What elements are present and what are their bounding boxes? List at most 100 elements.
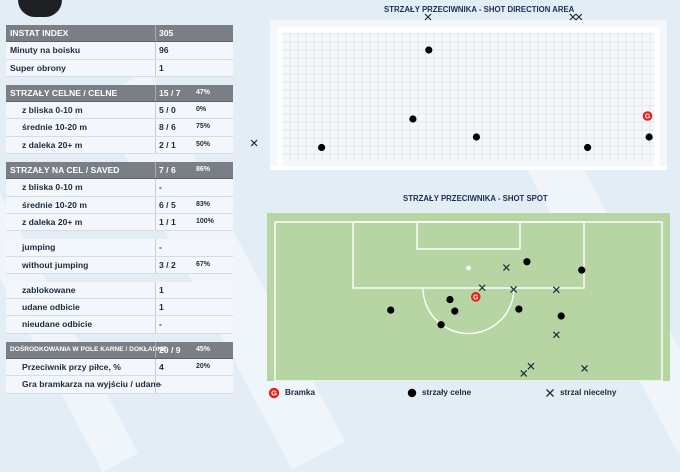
- column-divider: [155, 136, 156, 154]
- on-target-shot-dot: [515, 305, 523, 313]
- goal-marker: G: [642, 111, 653, 121]
- stats-row-z-daleka-20-m: z daleka 20+ m 1 / 1 100%: [6, 213, 233, 232]
- stat-value: -: [159, 242, 162, 253]
- column-divider: [155, 102, 156, 119]
- column-divider: [155, 316, 156, 333]
- stat-value: -: [159, 182, 162, 193]
- stats-row-srednie-10-20-m: średnie 10-20 m 8 / 6 75%: [6, 119, 233, 137]
- legend-on-target-label: strzały celne: [422, 388, 472, 397]
- goal-direction-panel: G: [270, 20, 667, 170]
- goal-marker: G: [470, 292, 481, 302]
- stat-percent: 83%: [196, 200, 211, 208]
- on-target-shot-dot: [472, 133, 481, 141]
- stat-value: 4: [159, 362, 164, 373]
- stats-row-without-jumping: without jumping 3 / 2 67%: [6, 256, 233, 274]
- stat-value: 1 / 1: [159, 216, 176, 227]
- stats-header-instat-index: INSTAT INDEX 305: [6, 25, 233, 43]
- stat-label: nieudane odbicie: [22, 319, 93, 330]
- stats-row-minuty-na-boisku: Minuty na boisku 96: [6, 42, 233, 60]
- stat-value: 1: [159, 62, 164, 73]
- stats-row-gra-bramkarza-na-wyjsciu-udane: Gra bramkarza na wyjściu / udane -: [6, 376, 233, 394]
- legend-off-target-label: strzal niecelny: [560, 388, 617, 397]
- row-spacer: [6, 231, 233, 239]
- column-divider: [155, 281, 156, 299]
- stat-value: 305: [159, 28, 174, 38]
- stats-row-zablokowane: zablokowane 1: [6, 281, 233, 300]
- on-target-shot-dot: [645, 133, 653, 141]
- stats-row-z-bliska-0-10-m: z bliska 0-10 m 5 / 0 0%: [6, 102, 233, 120]
- stat-label: Minuty na boisku: [10, 45, 81, 56]
- on-target-shot-dot: [557, 312, 565, 320]
- stat-percent: 67%: [196, 260, 211, 268]
- stat-label: z daleka 20+ m: [22, 139, 83, 150]
- stat-label: Przeciwnik przy piłce, %: [22, 362, 121, 373]
- stat-percent: 0%: [196, 106, 207, 114]
- missed-shot-cross: [520, 370, 528, 377]
- column-divider: [155, 213, 156, 231]
- stat-label: z daleka 20+ m: [22, 216, 83, 227]
- column-divider: [155, 256, 156, 273]
- stats-header-strzaly-celne-celne: STRZAŁY CELNE / CELNE 15 / 7 47%: [6, 84, 233, 103]
- on-target-shot-dot: [451, 307, 459, 315]
- missed-shot-cross: [502, 264, 510, 272]
- pitch-markings: [274, 221, 663, 381]
- on-target-shot-dot: [523, 258, 531, 266]
- stat-percent: 75%: [196, 123, 211, 131]
- stat-percent: 50%: [196, 140, 211, 148]
- row-spacer: [6, 334, 233, 342]
- stat-label: zablokowane: [22, 284, 76, 295]
- column-divider: [155, 299, 156, 316]
- column-divider: [155, 359, 156, 376]
- column-divider: [155, 341, 156, 359]
- player-avatar: [18, 0, 62, 17]
- stat-value: 96: [159, 45, 169, 56]
- column-divider: [155, 42, 156, 59]
- on-target-shot-dot: [409, 115, 417, 123]
- stat-value: 2 / 1: [159, 139, 176, 150]
- svg-text:G: G: [645, 114, 651, 121]
- stat-percent: 45%: [196, 345, 211, 353]
- missed-shot-cross: [581, 364, 588, 372]
- stats-row-nieudane-odbicie: nieudane odbicie -: [6, 316, 233, 334]
- stat-value: 1: [159, 284, 164, 295]
- missed-shot-cross: [478, 284, 486, 292]
- stat-label: jumping: [22, 242, 56, 253]
- stat-label: DOŚRODKOWANIA W POLE KARNE / DOKŁADNE: [10, 345, 167, 353]
- goal-svg: G: [270, 20, 667, 170]
- on-target-shot-dot: [446, 295, 454, 304]
- stat-value: -: [159, 379, 162, 390]
- stat-label: STRZAŁY NA CEL / SAVED: [10, 165, 120, 176]
- stat-percent: 100%: [196, 217, 214, 225]
- on-target-shot-dot: [437, 321, 445, 329]
- on-target-shot-dot: [318, 143, 326, 152]
- stats-row-jumping: jumping -: [6, 239, 233, 257]
- row-spacer: [6, 274, 233, 282]
- goal-net: [280, 32, 659, 162]
- column-divider: [155, 119, 156, 136]
- stat-label: without jumping: [22, 259, 89, 270]
- stats-row-udane-odbicie: udane odbicie 1: [6, 299, 233, 317]
- column-divider: [155, 59, 156, 76]
- stat-value: -: [159, 319, 162, 330]
- column-divider: [155, 196, 156, 213]
- goal-area-bg: [270, 20, 667, 170]
- stat-label: z bliska 0-10 m: [22, 182, 83, 193]
- stats-row-srednie-10-20-m: średnie 10-20 m 6 / 5 83%: [6, 196, 233, 214]
- stats-table: INSTAT INDEX 305 Minuty na boisku 96 Super o…: [6, 25, 233, 394]
- legend-goal-label: Bramka: [285, 388, 316, 397]
- stats-header-strzaly-na-cel-saved: STRZAŁY NA CEL / SAVED 7 / 6 86%: [6, 162, 233, 180]
- stats-row-super-obrony: Super obrony 1: [6, 59, 233, 77]
- stat-value: 6 / 5: [159, 199, 176, 210]
- stats-header-dosrodkowania-w-pole-karne-dokladne: DOŚRODKOWANIA W POLE KARNE / DOKŁADNE 20 …: [6, 341, 233, 360]
- stats-row-z-bliska-0-10-m: z bliska 0-10 m -: [6, 179, 233, 197]
- stat-label: udane odbicie: [22, 302, 80, 313]
- stat-value: 8 / 6: [159, 122, 176, 133]
- stat-label: średnie 10-20 m: [22, 122, 87, 133]
- row-spacer: [6, 77, 233, 85]
- stat-label: średnie 10-20 m: [22, 199, 87, 210]
- on-target-shot-dot: [387, 306, 395, 314]
- on-target-shot-dot: [578, 266, 586, 274]
- stat-label: Super obrony: [10, 62, 66, 73]
- missed-shot-cross: [510, 286, 518, 293]
- stats-row-z-daleka-20-m: z daleka 20+ m 2 / 1 50%: [6, 136, 233, 155]
